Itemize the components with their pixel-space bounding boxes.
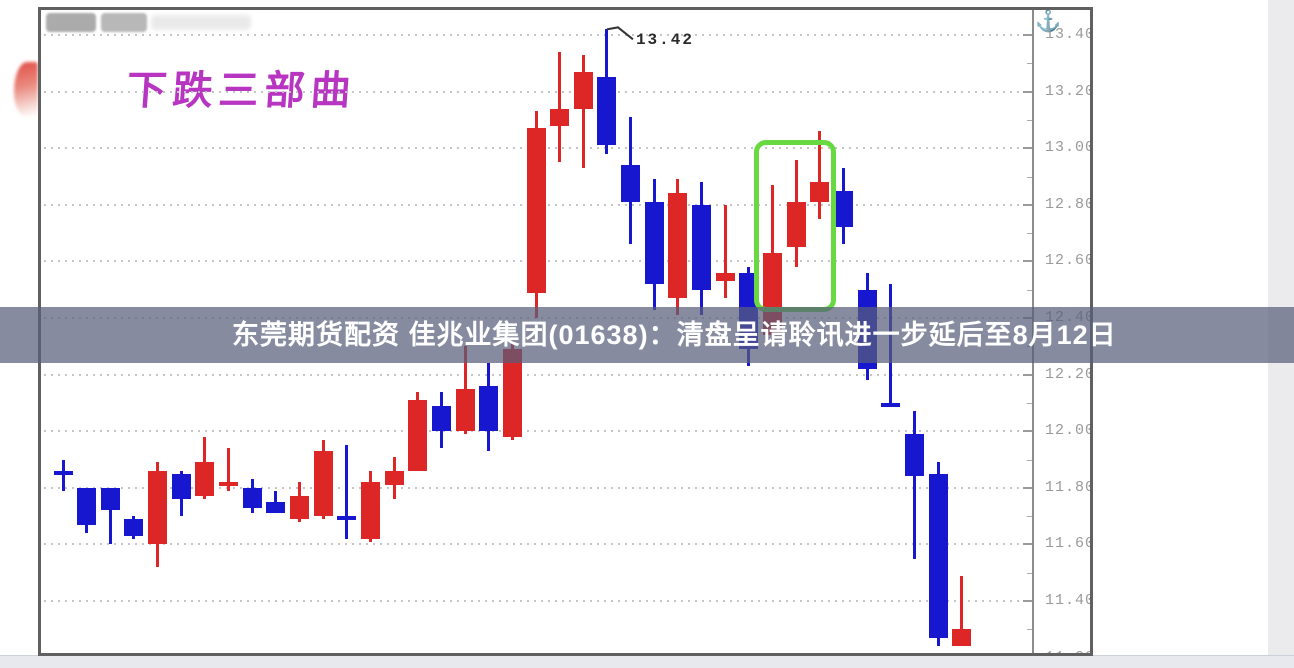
axis-minor-tick: [1027, 233, 1032, 235]
candle: [360, 482, 380, 539]
candle-wick: [345, 445, 349, 539]
y-axis-label: 13.40: [1045, 26, 1093, 43]
peak-price-label: 13.42: [635, 31, 694, 50]
candle: [502, 349, 522, 437]
news-headline-banner: 东莞期货配资 佳兆业集团(01638)：清盘呈请聆讯进一步延后至8月12日: [0, 307, 1294, 363]
axis-major-tick: [1023, 373, 1032, 376]
candle: [597, 77, 617, 146]
y-axis-label: 11.20: [1045, 649, 1090, 653]
grid-line: [44, 34, 1032, 36]
anchor-icon: ⚓: [1035, 10, 1062, 33]
candle: [77, 487, 97, 525]
blurred-watermark: [46, 13, 96, 32]
grid-line: [44, 373, 1032, 376]
y-axis-label: 12.20: [1045, 365, 1093, 383]
plot-area: 下跌三部曲 ⚓ 13.4013.2013.0012.8012.6012.4012…: [41, 10, 1090, 653]
chart-title: 下跌三部曲: [125, 68, 359, 113]
grid-line: [44, 543, 1032, 546]
axis-minor-tick: [1027, 63, 1032, 65]
candle: [148, 470, 168, 545]
candle-wick: [960, 575, 964, 647]
candle: [810, 182, 830, 202]
candle: [833, 190, 853, 228]
candle: [644, 201, 664, 285]
candle: [928, 473, 948, 638]
candle: [479, 385, 499, 432]
candle: [337, 516, 357, 521]
axis-minor-tick: [1027, 629, 1032, 631]
axis-major-tick: [1023, 147, 1032, 150]
candle: [550, 108, 570, 126]
candle: [266, 501, 286, 514]
grid-line: [44, 430, 1032, 433]
candle-wick: [558, 51, 562, 163]
axis-minor-tick: [1027, 289, 1032, 291]
axis-major-tick: [1023, 486, 1032, 489]
axis-major-tick: [1023, 543, 1032, 546]
candle: [100, 487, 120, 511]
candle: [692, 204, 712, 290]
y-axis-label: 11.80: [1045, 478, 1093, 496]
y-axis-label: 12.00: [1045, 422, 1093, 440]
candle-wick: [912, 411, 916, 559]
candle: [621, 165, 641, 202]
candle: [384, 470, 404, 485]
blurred-watermark: [151, 15, 251, 30]
news-headline-text: 东莞期货配资 佳兆业集团(01638)：清盘呈请聆讯进一步延后至8月12日: [232, 320, 1117, 350]
candle: [952, 629, 972, 647]
axis-major-tick: [1023, 90, 1032, 93]
axis-minor-tick: [1027, 119, 1032, 121]
candle: [431, 405, 451, 432]
candle-wick: [723, 204, 727, 299]
candle: [573, 71, 593, 109]
grid-line: [44, 90, 1032, 93]
axis-minor-tick: [1027, 402, 1032, 404]
axis-major-tick: [1023, 430, 1032, 433]
red-watermark-smudge: [14, 62, 38, 116]
candle: [124, 518, 144, 536]
axis-minor-tick: [1027, 572, 1032, 574]
candle: [171, 473, 191, 500]
candle: [881, 402, 901, 407]
axis-major-tick: [1023, 260, 1032, 263]
candle: [715, 272, 735, 282]
candle: [53, 470, 73, 475]
axis-minor-tick: [1027, 176, 1032, 178]
grid-line: [44, 486, 1032, 489]
y-axis-label: 12.80: [1045, 195, 1093, 213]
candle: [668, 193, 688, 299]
candle: [290, 496, 309, 519]
candle-wick: [61, 459, 65, 491]
candle: [408, 400, 428, 471]
axis-minor-tick: [1027, 459, 1032, 461]
candle: [313, 451, 333, 517]
candle: [786, 201, 806, 248]
candle: [904, 434, 924, 477]
y-axis-label: 12.60: [1045, 252, 1093, 270]
candle: [219, 482, 239, 487]
axis-major-tick: [1023, 203, 1032, 206]
candle-wick: [227, 448, 231, 491]
candle-wick: [818, 131, 822, 219]
candle: [242, 487, 262, 508]
candle-wick: [108, 487, 112, 545]
y-axis-label: 13.00: [1045, 139, 1093, 157]
axis-major-tick: [1023, 34, 1032, 36]
y-axis-label: 13.20: [1045, 82, 1093, 100]
y-axis-label: 11.40: [1045, 592, 1093, 609]
candle: [526, 128, 546, 293]
candle-wick: [581, 54, 585, 168]
candle: [455, 388, 475, 432]
axis-major-tick: [1023, 600, 1032, 602]
blurred-watermark: [101, 13, 147, 32]
y-axis-label: 11.60: [1045, 535, 1093, 553]
axis-minor-tick: [1027, 516, 1032, 518]
grid-line: [44, 600, 1032, 602]
page-bottom-strip: [0, 655, 1294, 668]
candle: [195, 462, 215, 497]
highlight-box: [753, 139, 836, 313]
